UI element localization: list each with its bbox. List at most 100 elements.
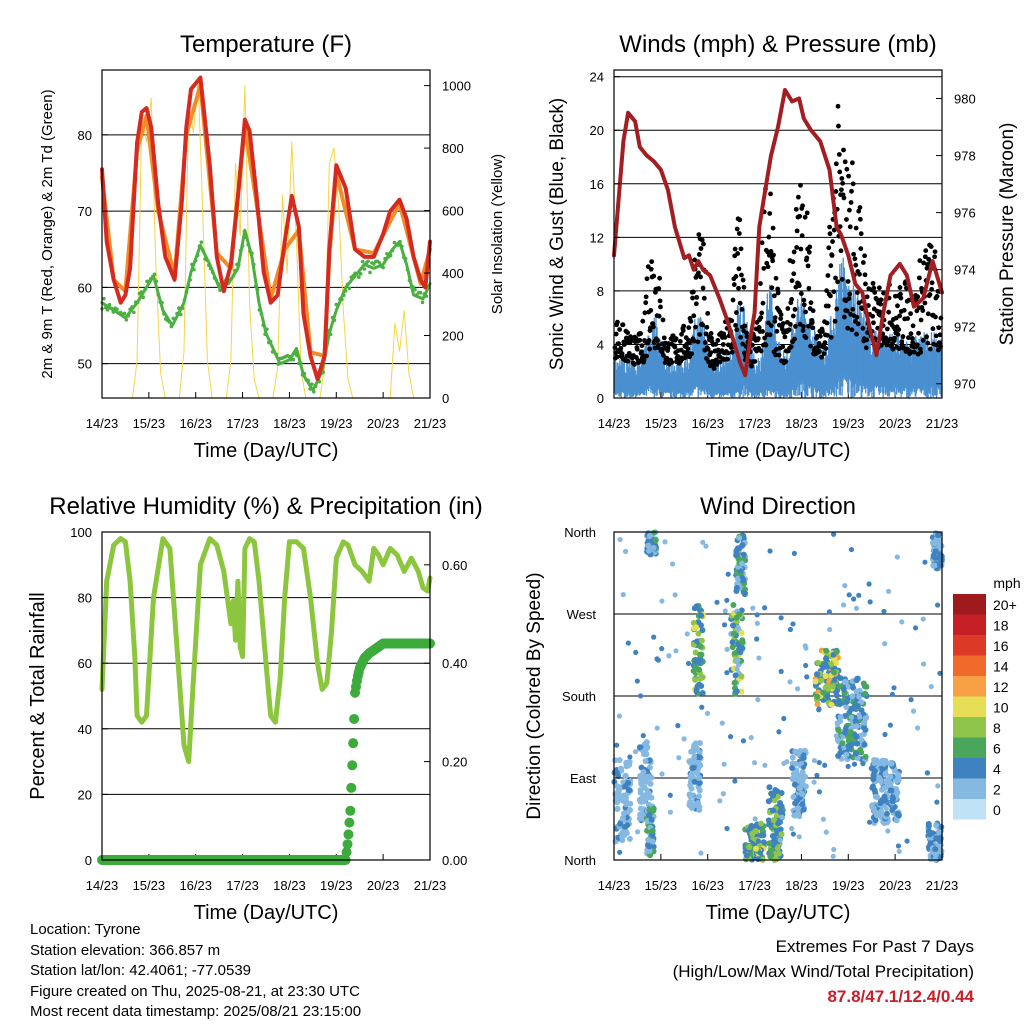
wind-direction-point <box>883 810 890 817</box>
wind-direction-point <box>877 800 884 807</box>
wind-direction-point <box>684 631 690 637</box>
wind-direction-point <box>754 856 761 863</box>
wind-gust-point <box>650 324 656 330</box>
x-tick-label: 15/23 <box>133 878 166 893</box>
wind-gust-point <box>738 334 744 340</box>
wind-direction-point <box>733 584 740 591</box>
wind-direction-point <box>669 561 676 567</box>
wind-gust-point <box>704 324 710 330</box>
wind-direction-point <box>743 852 750 859</box>
wind-gust-point <box>802 214 808 220</box>
wind-gust-point <box>822 340 828 345</box>
x-axis-label: Time (Day/UTC) <box>194 902 339 924</box>
wind-direction-point <box>853 605 860 611</box>
x-tick-label: 21/23 <box>926 878 959 893</box>
wind-direction-point <box>617 765 624 772</box>
y-tick-label: 8 <box>597 284 604 299</box>
wind-gust-point <box>613 331 619 337</box>
wind-direction-point <box>856 713 863 720</box>
dewpoint-point <box>253 284 258 288</box>
wind-direction-point <box>925 828 932 835</box>
wind-gust-point <box>810 325 816 331</box>
wind-gust-point <box>840 180 846 186</box>
wind-direction-point <box>863 683 870 690</box>
wind-direction-point <box>851 761 858 767</box>
wind-gust-point <box>672 344 678 350</box>
wind-gust-point <box>736 285 741 291</box>
wind-direction-point <box>870 772 877 779</box>
wind-direction-point <box>645 836 652 843</box>
x-axis-label: Time (Day/UTC) <box>194 440 339 462</box>
wind-direction-point <box>920 661 927 667</box>
wind-gust-point <box>921 260 927 266</box>
wind-gust-point <box>665 345 671 351</box>
y-tick-label: East <box>570 771 596 786</box>
wind-gust-point <box>897 285 903 290</box>
wind-gust-point <box>792 336 797 342</box>
wind-direction-point <box>846 592 852 598</box>
wind-direction-point <box>643 751 650 758</box>
wind-gust-point <box>924 265 930 271</box>
wind-direction-point <box>692 649 699 656</box>
x-axis-label: Time (Day/UTC) <box>706 440 851 462</box>
dewpoint-point <box>111 310 116 314</box>
wind-gust-point <box>733 322 738 328</box>
wind-direction-point <box>894 777 901 784</box>
dewpoint-point <box>205 258 209 262</box>
wind-direction-point <box>874 794 881 801</box>
x-tick-label: 19/23 <box>832 416 865 431</box>
precip-point <box>348 738 359 749</box>
wind-direction-point <box>888 760 895 767</box>
wind-gust-point <box>910 323 916 329</box>
colorbar-label: 20+ <box>993 597 1017 613</box>
wind-gust-point <box>722 334 728 340</box>
wind-gust-point <box>870 313 876 319</box>
wind-gust-point <box>792 307 798 312</box>
x-tick-label: 15/23 <box>645 878 678 893</box>
wind-direction-point <box>796 834 802 840</box>
wind-direction-point <box>851 596 857 602</box>
colorbar-label: 18 <box>993 618 1009 634</box>
dewpoint-point <box>162 312 166 316</box>
wind-gust-point <box>756 325 762 330</box>
wind-gust-point <box>935 347 941 353</box>
dewpoint-point <box>418 290 423 295</box>
wind-direction-point <box>659 771 665 777</box>
wind-direction-point <box>936 537 943 544</box>
extremes-panel: Extremes For Past 7 Days (High/Low/Max W… <box>673 934 974 1009</box>
wind-gust-point <box>826 245 832 251</box>
wind-gust-point <box>706 359 711 365</box>
wind-direction-point <box>751 760 758 766</box>
y-tick-label: 40 <box>78 722 92 737</box>
dewpoint-point <box>252 262 256 267</box>
wind-direction-point <box>779 814 785 820</box>
wind-direction-point <box>882 770 889 777</box>
x-tick-label: 15/23 <box>645 416 678 431</box>
dewpoint-point <box>341 293 346 298</box>
y-tick-label: North <box>564 853 596 868</box>
wind-direction-point <box>887 722 893 728</box>
wind-direction-point <box>697 622 704 629</box>
dewpoint-point <box>398 239 402 244</box>
wind-direction-point <box>895 843 902 849</box>
wind-direction-point <box>626 787 633 794</box>
dewpoint-point <box>411 285 415 289</box>
wind-gust-point <box>801 324 806 329</box>
wind-gust-point <box>768 323 774 329</box>
wind-gust-point <box>742 323 748 329</box>
wind-gust-point <box>634 346 640 352</box>
wind-gust-point <box>887 336 893 342</box>
chart-title: Winds (mph) & Pressure (mb) <box>619 31 936 58</box>
wind-gust-point <box>759 240 765 246</box>
wind-gust-point <box>819 354 824 360</box>
wind-direction-point <box>790 621 796 627</box>
wind-gust-point <box>794 228 800 234</box>
wind-gust-point <box>740 277 746 283</box>
wind-direction-point <box>617 820 624 827</box>
colorbar-swatch <box>953 758 986 779</box>
wind-gust-point <box>809 319 815 325</box>
dewpoint-point <box>310 382 314 386</box>
x-tick-label: 16/23 <box>691 878 724 893</box>
wind-direction-point <box>659 645 665 652</box>
